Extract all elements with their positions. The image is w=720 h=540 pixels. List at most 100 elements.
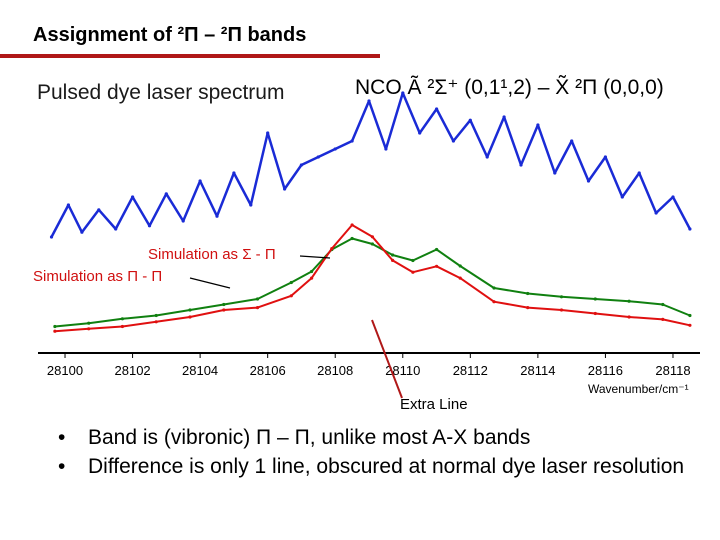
- pi_pi-point: [289, 280, 293, 285]
- experiment-point: [232, 171, 236, 175]
- experiment-point: [384, 147, 388, 151]
- pi_pi-point: [526, 291, 530, 296]
- experiment-point: [350, 139, 354, 143]
- experiment-point: [147, 224, 152, 228]
- experiment-point: [451, 139, 455, 143]
- sigma_pi-point: [688, 323, 692, 327]
- sigma_pi-point: [310, 276, 314, 280]
- experiment-point: [299, 163, 303, 167]
- sigma_pi-point: [255, 306, 260, 310]
- pi_pi-point: [154, 313, 158, 318]
- experiment-point: [266, 131, 270, 135]
- experiment-point: [536, 123, 540, 127]
- sigma_pi-point: [53, 329, 57, 333]
- x-tick-label: 28108: [317, 363, 353, 378]
- experiment-point: [114, 227, 118, 231]
- sigma_pi-point: [661, 317, 665, 321]
- pi_pi-point: [627, 299, 631, 303]
- x-tick-label: 28112: [453, 363, 488, 378]
- experiment-point: [418, 131, 422, 135]
- x-tick-label: 28110: [385, 363, 420, 378]
- pi_pi-point: [53, 324, 57, 329]
- x-tick-label: 28104: [182, 363, 218, 378]
- x-tick-label: 28106: [250, 363, 286, 378]
- pi-pi-label: Simulation as Π - Π: [33, 268, 163, 285]
- experiment-point: [502, 115, 506, 119]
- experiment-point: [131, 195, 135, 199]
- sigma_pi-point: [87, 327, 91, 331]
- experiment-point: [333, 147, 337, 151]
- experiment-point: [620, 195, 624, 199]
- experiment-point: [367, 99, 371, 103]
- pi_pi-point: [492, 286, 496, 290]
- bullet-list: Band is (vibronic) Π – Π, unlike most A-…: [58, 425, 708, 483]
- band-label: NCO Ã ²Σ⁺ (0,1¹,2) – X̃ ²Π (0,0,0): [355, 76, 664, 99]
- extra-line-pointer: [371, 319, 403, 399]
- slide-title: Assignment of ²Π – ²Π bands: [33, 24, 307, 46]
- experiment-point: [164, 192, 168, 196]
- experiment-point: [468, 118, 472, 122]
- experiment-point: [570, 139, 574, 143]
- sigma_pi-point: [370, 235, 374, 239]
- pi_pi-point: [87, 321, 91, 325]
- pi_pi-point: [559, 295, 564, 299]
- experiment-point: [181, 219, 185, 223]
- experiment-point: [316, 155, 320, 159]
- experiment-point: [603, 155, 608, 159]
- x-tick-label: 28114: [520, 363, 555, 378]
- sigma_pi-point: [330, 247, 334, 251]
- experiment-point: [66, 203, 70, 207]
- experiment-point: [435, 107, 439, 111]
- pi_pi-point: [255, 297, 260, 301]
- experiment-series-line: [50, 91, 692, 238]
- pi_pi-point: [391, 253, 395, 257]
- sigma-pi-arrow: [299, 255, 331, 259]
- x-tick-label: 28100: [47, 363, 83, 378]
- sigma_pi-point: [391, 258, 395, 262]
- sigma_pi-point: [526, 306, 530, 310]
- sigma-pi-label: Simulation as Σ - Π: [148, 246, 276, 263]
- sigma_pi-point: [627, 315, 631, 319]
- sigma_pi-point: [350, 223, 354, 227]
- experiment-point: [654, 211, 658, 215]
- pi_pi-point: [350, 236, 354, 241]
- pi_pi-point: [188, 308, 192, 312]
- experiment-point: [485, 155, 489, 159]
- bullet-item: Difference is only 1 line, obscured at n…: [58, 454, 708, 480]
- sigma_pi-point: [458, 276, 462, 280]
- experiment-point: [688, 227, 692, 231]
- sigma_pi-point: [289, 294, 293, 298]
- pi_pi-point: [370, 242, 374, 246]
- pi_pi-point: [120, 317, 124, 321]
- experiment-point: [519, 163, 523, 167]
- sigma_pi-point: [435, 264, 439, 268]
- x-tick-label: 28118: [655, 363, 690, 378]
- sigma_pi-point: [593, 311, 597, 316]
- pi_pi-point: [435, 247, 439, 252]
- x-tick-label: 28102: [115, 363, 151, 378]
- experiment-point: [198, 179, 202, 183]
- experiment-point: [553, 171, 557, 175]
- pi_pi-point: [222, 302, 226, 307]
- title-underline: [0, 54, 380, 58]
- bullet-item: Band is (vibronic) Π – Π, unlike most A-…: [58, 425, 708, 451]
- sigma_pi-point: [188, 315, 192, 319]
- spectrum-subtitle: Pulsed dye laser spectrum: [37, 81, 285, 104]
- sigma_pi-point: [120, 324, 124, 329]
- experiment-point: [97, 208, 101, 212]
- experiment-point: [671, 195, 675, 199]
- pi_pi-point: [661, 302, 665, 307]
- sigma_pi-point: [492, 300, 496, 304]
- pi_pi-point: [310, 269, 314, 274]
- experiment-point: [80, 230, 84, 234]
- x-tick-label: 28116: [588, 363, 623, 378]
- experiment-point: [586, 179, 591, 183]
- sigma_pi-point: [559, 308, 564, 312]
- extra-line-label: Extra Line: [400, 396, 468, 413]
- experiment-point: [49, 235, 54, 239]
- experiment-point: [283, 187, 287, 191]
- pi-pi-arrow: [189, 277, 231, 289]
- experiment-point: [637, 171, 641, 175]
- sigma_pi-point: [154, 320, 158, 324]
